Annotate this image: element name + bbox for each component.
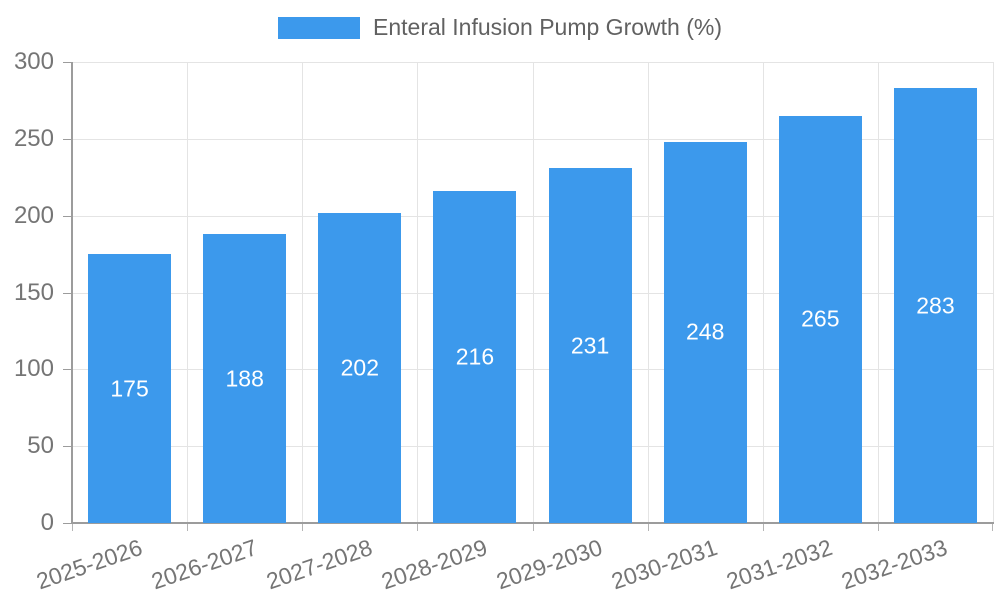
bar[interactable]: 265 xyxy=(778,115,862,523)
legend-swatch xyxy=(278,16,360,39)
x-axis-tick xyxy=(187,523,189,531)
bar-value-label: 231 xyxy=(570,332,610,358)
bar[interactable]: 188 xyxy=(203,234,287,523)
x-gridline xyxy=(993,62,994,523)
x-axis-label: 2025-2026 xyxy=(32,534,146,595)
x-axis-label: 2029-2030 xyxy=(493,534,606,595)
x-axis-label: 2027-2028 xyxy=(262,534,376,595)
x-gridline xyxy=(647,62,649,523)
bar-value-label: 248 xyxy=(686,318,725,345)
y-axis-tick xyxy=(63,446,71,448)
bar-value-label: 265 xyxy=(801,305,840,332)
legend-label: Enteral Infusion Pump Growth (%) xyxy=(373,14,722,40)
x-gridline xyxy=(762,62,764,523)
y-axis-tick xyxy=(63,215,71,217)
y-axis-label: 100 xyxy=(13,355,54,383)
y-axis-label: 150 xyxy=(13,278,54,306)
y-axis-label: 200 xyxy=(13,201,54,229)
x-axis-tick xyxy=(877,523,879,531)
y-axis-tick xyxy=(63,369,71,371)
x-axis-label: 2032-2033 xyxy=(838,534,951,595)
bar-value-label: 283 xyxy=(916,292,955,319)
x-axis-label: 2031-2032 xyxy=(723,534,836,595)
x-axis-tick xyxy=(647,523,649,531)
y-axis-line xyxy=(71,62,73,523)
bar-value-label: 216 xyxy=(455,343,495,370)
bar[interactable]: 283 xyxy=(893,88,977,523)
y-axis-label: 0 xyxy=(40,509,54,536)
bar[interactable]: 202 xyxy=(318,212,402,523)
bar-value-label: 175 xyxy=(110,375,149,402)
plot-area: 0 50 100 150 200 250 300 175 188 202 216 231 248 265 2… xyxy=(14,49,994,594)
x-axis-tick xyxy=(417,523,419,531)
bar[interactable]: 231 xyxy=(548,168,632,523)
bar[interactable]: 248 xyxy=(663,141,747,523)
x-axis-tick xyxy=(532,523,534,531)
y-axis-label: 50 xyxy=(27,432,54,460)
y-axis-tick xyxy=(63,138,71,140)
x-axis-label: 2028-2029 xyxy=(377,534,491,595)
bar-value-label: 188 xyxy=(225,365,264,392)
legend[interactable]: Enteral Infusion Pump Growth (%) xyxy=(0,14,1000,41)
x-axis-label: 2026-2027 xyxy=(147,534,261,595)
x-axis-tick xyxy=(302,523,304,531)
x-gridline xyxy=(187,62,189,523)
bar[interactable]: 175 xyxy=(88,254,172,523)
x-axis-tick xyxy=(72,523,73,531)
bar[interactable]: 216 xyxy=(433,191,517,523)
x-gridline xyxy=(302,62,304,523)
x-axis-tick xyxy=(762,523,764,531)
x-gridline xyxy=(417,62,419,523)
x-gridline xyxy=(877,62,879,523)
x-axis-line xyxy=(71,522,994,524)
y-axis-label: 250 xyxy=(13,124,54,152)
x-axis-tick xyxy=(992,523,993,531)
y-axis-tick xyxy=(63,523,71,524)
y-axis-tick xyxy=(63,62,71,63)
y-axis-label: 300 xyxy=(13,48,54,75)
x-axis-label: 2030-2031 xyxy=(608,534,721,595)
bar-value-label: 202 xyxy=(340,354,379,381)
x-gridline xyxy=(532,62,534,523)
y-axis-tick xyxy=(63,292,71,294)
